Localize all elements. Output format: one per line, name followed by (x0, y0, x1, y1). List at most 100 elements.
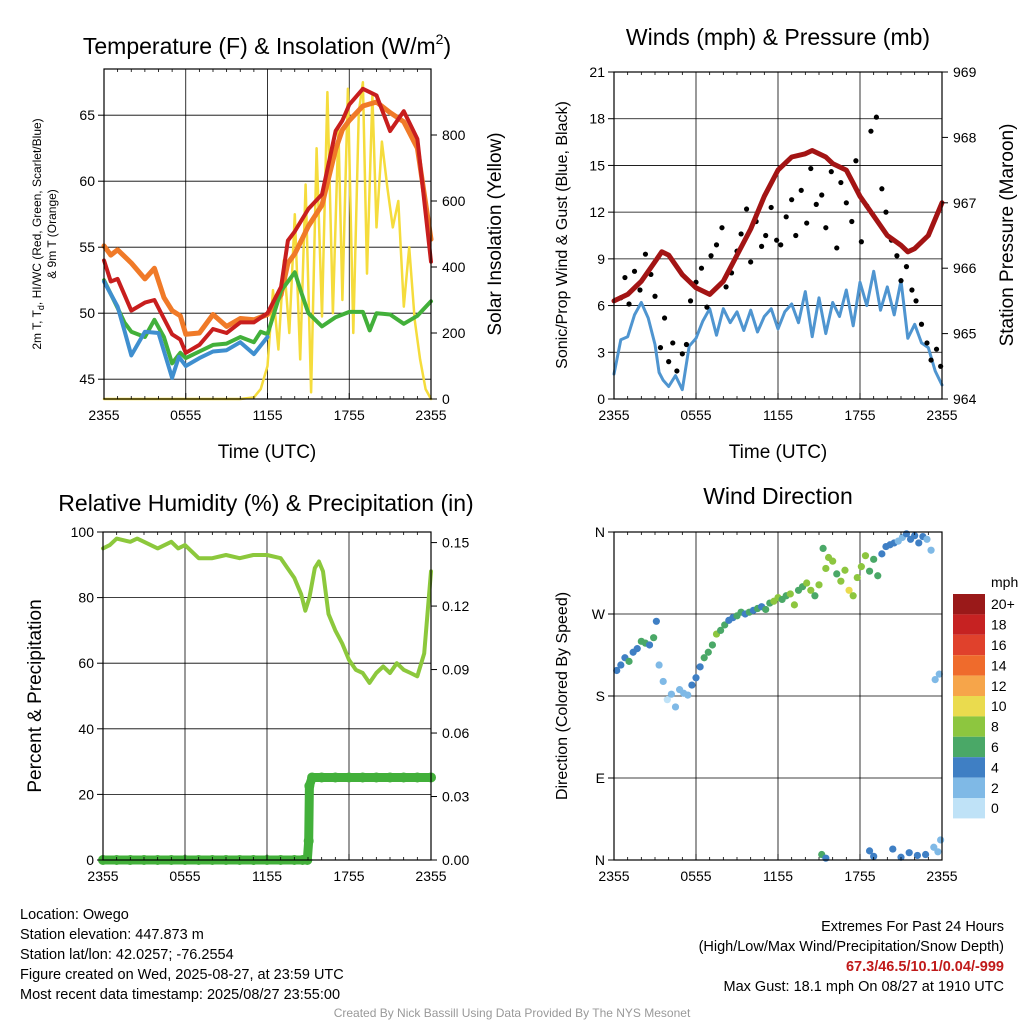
gust-point (813, 201, 819, 207)
gust-point (873, 114, 880, 120)
gust-point (853, 158, 859, 164)
colorbar-swatch (953, 757, 985, 778)
gust-point (789, 197, 795, 203)
direction-point (911, 532, 919, 540)
y-tick-label: 6 (597, 298, 605, 314)
direction-point (937, 836, 945, 844)
gust-point (743, 206, 750, 212)
direction-point (935, 670, 943, 678)
direction-point (659, 677, 667, 686)
gust-point (913, 298, 919, 304)
direction-point (633, 645, 641, 653)
y-tick-label: 0 (86, 852, 94, 868)
colorbar-swatch (953, 675, 985, 696)
direction-point (652, 617, 660, 625)
station-location: Location: Owego (20, 907, 129, 923)
dewpoint-line (102, 279, 270, 380)
y2-tick-label: 0 (442, 391, 450, 407)
colorbar-title: mph (991, 574, 1018, 590)
direction-point (811, 592, 819, 600)
y-tick-label: 12 (589, 204, 605, 220)
direction-point (667, 690, 676, 698)
direction-point (931, 676, 939, 684)
x-tick-label: 2355 (598, 407, 629, 423)
colorbar-label: 10 (991, 698, 1007, 714)
x-tick-label: 2355 (88, 407, 119, 423)
colorbar-label: 14 (991, 657, 1007, 673)
gust-point (763, 232, 769, 239)
gust-point (819, 192, 825, 198)
precip-point (385, 772, 395, 783)
y2-tick-label: 965 (953, 326, 977, 342)
direction-point (717, 626, 725, 635)
gust-point (759, 243, 765, 249)
gust-point (828, 169, 834, 175)
direction-point (878, 550, 886, 558)
direction-point (692, 674, 700, 682)
y2-tick-label: 600 (442, 193, 466, 209)
gust-point (793, 232, 799, 239)
precip-point (330, 772, 341, 783)
temperature-y-label: 2m T, Td, HI/WC (Red, Green, Scarlet/Blu… (30, 118, 46, 349)
direction-point (905, 849, 913, 857)
humidity-title: Relative Humidity (%) & Precipitation (i… (58, 490, 473, 516)
x-tick-label: 2355 (926, 407, 957, 423)
direction-point (625, 657, 633, 665)
direction-point (822, 854, 830, 862)
humidity-y-label: Percent & Precipitation (25, 599, 46, 792)
y2-tick-label: 200 (442, 325, 466, 341)
precip-point (307, 772, 318, 783)
direction-point (617, 661, 625, 669)
colorbar-swatch (953, 594, 985, 615)
direction-point (833, 570, 841, 578)
y-tick-label: 50 (79, 305, 95, 321)
y2-tick-label: 966 (953, 260, 977, 276)
gust-point (868, 128, 874, 134)
direction-point (934, 848, 942, 856)
x-tick-label: 0555 (169, 868, 200, 884)
gust-point (679, 351, 685, 357)
gust-point (903, 264, 910, 270)
gust-point (898, 278, 904, 284)
gust-point (687, 298, 694, 304)
wind-line (612, 269, 944, 392)
y2-tick-label: 0.00 (442, 852, 469, 868)
direction-point (849, 592, 857, 600)
gust-point (933, 346, 940, 352)
x-tick-label: 2355 (926, 868, 957, 884)
direction-point (645, 641, 654, 649)
winds-gridlines (613, 71, 943, 400)
direction-point (853, 573, 861, 582)
pressure-line (611, 148, 945, 304)
gust-point (748, 259, 754, 265)
gust-point (631, 268, 638, 274)
gust-point (858, 239, 864, 245)
colorbar-label: 2 (991, 780, 999, 796)
gust-point (738, 231, 744, 237)
direction-point (762, 605, 770, 614)
extremes-legend: (High/Low/Max Wind/Precipitation/Snow De… (698, 939, 1004, 955)
y-tick-label: 80 (78, 590, 94, 606)
colorbar-label: 16 (991, 637, 1007, 653)
y-tick-label: N (595, 524, 605, 540)
direction-point (922, 850, 930, 859)
gust-point (783, 214, 789, 220)
y-tick-label: 3 (597, 344, 605, 360)
direction-point (927, 546, 935, 554)
x-tick-label: 1755 (844, 407, 875, 423)
y-tick-label: 100 (71, 524, 95, 540)
gust-point (894, 253, 900, 259)
gust-point (804, 220, 810, 226)
x-tick-label: 0555 (680, 407, 711, 423)
gust-point (879, 186, 885, 192)
y2-tick-label: 967 (953, 195, 977, 211)
gust-point (849, 218, 855, 225)
gust-point (683, 341, 690, 348)
y2-tick-label: 0.03 (442, 789, 469, 805)
gust-point (642, 251, 649, 257)
precip-point (344, 772, 354, 783)
x-tick-label: 1155 (252, 868, 282, 884)
humidity-axes: 2355 0555 1155 1755 23550204060801000.000.03… (71, 524, 470, 884)
x-tick-label: 1155 (252, 407, 282, 423)
x-tick-label: 1155 (763, 868, 793, 884)
